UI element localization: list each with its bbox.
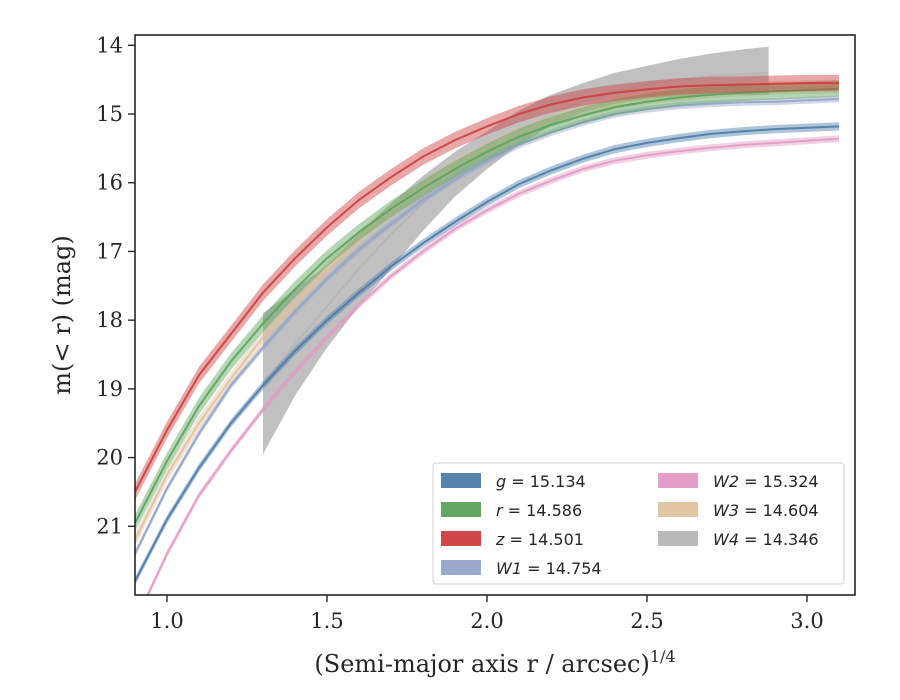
legend-item-z: z = 14.501 — [441, 530, 584, 549]
legend-eq-w4: = — [739, 530, 763, 549]
series-w3 — [135, 79, 840, 547]
y-tick-label: 18 — [96, 308, 123, 332]
legend-value-w2: 15.324 — [763, 472, 819, 491]
legend-eq-w1: = — [522, 559, 546, 578]
legend-var-w3: W3 — [713, 501, 739, 520]
series-w4 — [262, 46, 769, 455]
legend-eq-w3: = — [739, 501, 763, 520]
legend-value-w1: 14.754 — [546, 559, 602, 578]
legend-value-g: 15.134 — [530, 472, 586, 491]
legend-eq-w2: = — [739, 472, 763, 491]
legend-swatch-r — [441, 502, 481, 517]
series-g — [135, 122, 840, 586]
series-w1-line — [135, 97, 840, 555]
legend-item-w3: W3 = 14.604 — [658, 501, 819, 520]
legend-var-w2: W2 — [713, 472, 739, 491]
series-w4-band — [263, 46, 769, 455]
legend-swatch-w3 — [658, 502, 698, 517]
legend-label-w1: W1 = 14.754 — [496, 559, 602, 578]
series-z — [135, 74, 839, 501]
series-r-band — [135, 80, 839, 532]
legend-item-r: r = 14.586 — [441, 501, 582, 520]
legend-item-w1: W1 = 14.754 — [441, 559, 602, 578]
y-tick-label: 21 — [96, 514, 123, 538]
x-axis-label-exponent: 1/4 — [650, 647, 676, 666]
y-tick-label: 20 — [96, 446, 123, 470]
legend-value-w3: 14.604 — [763, 501, 819, 520]
legend-label-w3: W3 = 14.604 — [713, 501, 819, 520]
legend-var-g: g — [496, 472, 506, 491]
legend-swatch-z — [441, 531, 481, 546]
legend-var-w1: W1 — [496, 559, 522, 578]
legend-label-z: z = 14.501 — [495, 530, 584, 549]
legend-var-w4: W4 — [713, 530, 739, 549]
legend-var-r: r — [496, 501, 504, 520]
x-axis-label: (Semi-major axis r / arcsec)1/4 — [314, 647, 675, 678]
legend-swatch-w1 — [441, 560, 481, 575]
legend-var-z: z — [495, 530, 505, 549]
x-tick-label: 3.0 — [790, 609, 823, 633]
x-tick-label: 1.0 — [150, 609, 183, 633]
legend-eq-g: = — [506, 472, 530, 491]
y-axis-label: m(< r) (mag) — [48, 235, 76, 394]
legend-value-z: 14.501 — [528, 530, 584, 549]
legend-swatch-w4 — [658, 531, 698, 546]
legend-eq-z: = — [504, 530, 528, 549]
legend-frame — [432, 462, 845, 585]
series-r-line — [135, 87, 840, 524]
y-axis-ticks: 14 15 16 17 18 19 20 21 — [96, 33, 135, 538]
legend: g = 15.134 r = 14.586 z = 14.501 W1 = 14.75… — [432, 462, 845, 585]
y-tick-label: 16 — [96, 171, 123, 195]
x-tick-label: 2.5 — [630, 609, 663, 633]
legend-value-r: 14.586 — [526, 501, 582, 520]
legend-swatch-g — [441, 473, 481, 488]
y-tick-label: 19 — [96, 377, 123, 401]
series-w1 — [135, 95, 840, 558]
x-axis-ticks: 1.0 1.5 2.0 2.5 3.0 — [150, 595, 824, 633]
legend-swatch-w2 — [658, 473, 698, 488]
legend-item-g: g = 15.134 — [441, 472, 586, 491]
legend-item-w4: W4 = 14.346 — [658, 530, 819, 549]
legend-label-w2: W2 = 15.324 — [713, 472, 819, 491]
plot-frame — [134, 34, 856, 596]
y-tick-label: 17 — [96, 239, 123, 263]
series-w2-line — [146, 137, 840, 595]
series-w3-line — [135, 85, 840, 541]
x-tick-label: 1.5 — [310, 609, 343, 633]
legend-label-w4: W4 = 14.346 — [713, 530, 819, 549]
series-w2 — [146, 135, 840, 595]
series-w4-line — [262, 71, 769, 387]
x-tick-label: 2.0 — [470, 609, 503, 633]
series-g-line — [135, 125, 840, 582]
legend-eq-r: = — [503, 501, 527, 520]
legend-value-w4: 14.346 — [763, 530, 819, 549]
series-z-line — [135, 82, 839, 493]
legend-label-g: g = 15.134 — [496, 472, 586, 491]
legend-label-r: r = 14.586 — [496, 501, 582, 520]
y-tick-label: 15 — [96, 102, 123, 126]
series-layer — [135, 46, 840, 595]
series-r — [135, 80, 840, 532]
y-tick-label: 14 — [96, 33, 123, 57]
legend-item-w2: W2 = 15.324 — [658, 472, 819, 491]
